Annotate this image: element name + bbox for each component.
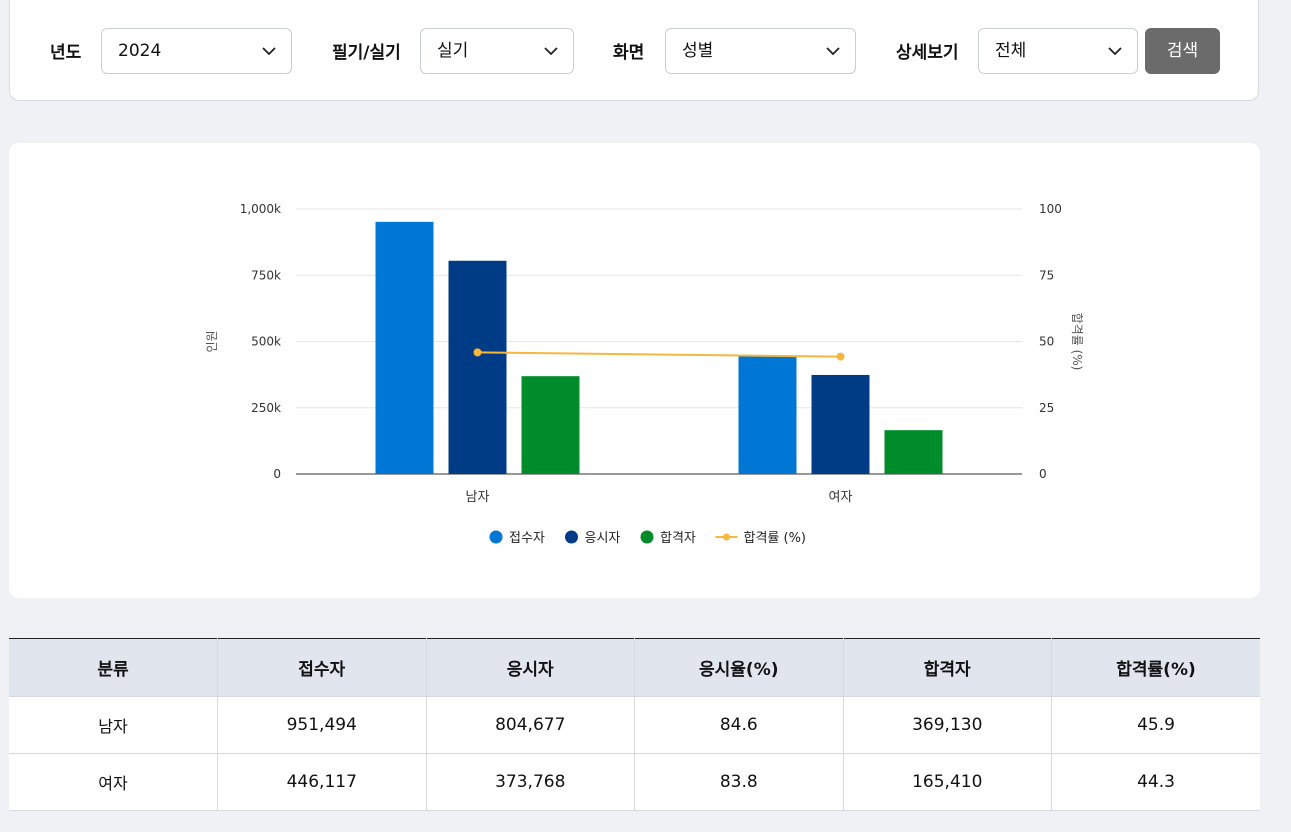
y2-tick-label: 75	[1039, 268, 1054, 282]
detail-select-value: 전체	[995, 41, 1027, 61]
y2-tick-label: 0	[1039, 467, 1047, 481]
y-tick-label: 750k	[251, 268, 281, 282]
y-tick-label: 1,000k	[240, 202, 281, 216]
bar-1-2	[738, 355, 797, 474]
exam-type-select[interactable]: 실기	[420, 28, 574, 74]
cell-category: 남자	[9, 696, 218, 754]
cell-passers: 369,130	[843, 696, 1052, 754]
legend-label: 접수자	[509, 531, 545, 546]
x-tick-label: 여자	[829, 490, 853, 505]
y-tick-label: 500k	[251, 335, 281, 349]
legend-label: 합격자	[660, 531, 696, 546]
cell-take-rate: 83.8	[634, 753, 844, 811]
detail-select[interactable]: 전체	[978, 28, 1138, 74]
stats-table-wrap: 분류 접수자 응시자 응시율(%) 합격자 합격률(%) 남자 951,494 …	[9, 638, 1260, 811]
y2-axis-title: 합격률 (%)	[1070, 313, 1084, 371]
exam-type-select-value: 실기	[437, 41, 469, 61]
cell-takers: 804,677	[426, 696, 635, 754]
pass-rate-point-1	[473, 348, 482, 357]
pass-rate-line	[477, 351, 841, 358]
stats-table: 분류 접수자 응시자 응시율(%) 합격자 합격률(%) 남자 951,494 …	[9, 638, 1260, 811]
pass-rate-point-2	[836, 352, 845, 361]
cell-applicants: 951,494	[217, 696, 427, 754]
exam-type-label: 필기/실기	[332, 43, 401, 63]
chevron-down-icon	[262, 47, 276, 56]
header-pass-rate: 합격률(%)	[1051, 638, 1260, 697]
cell-take-rate: 84.6	[634, 696, 844, 754]
y2-tick-label: 50	[1039, 335, 1054, 349]
chevron-down-icon	[544, 47, 558, 56]
year-label: 년도	[50, 43, 82, 63]
cell-category: 여자	[9, 753, 218, 811]
y-tick-label: 0	[273, 467, 281, 481]
table-row: 여자 446,117 373,768 83.8 165,410 44.3	[9, 753, 1260, 811]
y2-tick-label: 100	[1039, 202, 1062, 216]
cell-pass-rate: 45.9	[1051, 696, 1260, 754]
cell-applicants: 446,117	[217, 753, 427, 811]
table-row: 남자 951,494 804,677 84.6 369,130 45.9	[9, 696, 1260, 754]
header-takers: 응시자	[426, 638, 635, 697]
bar-1-1	[375, 221, 434, 474]
y-tick-label: 250k	[251, 401, 281, 415]
legend-marker-1	[489, 530, 503, 544]
search-button[interactable]: 검색	[1145, 28, 1220, 74]
cell-takers: 373,768	[426, 753, 635, 811]
cell-pass-rate: 44.3	[1051, 753, 1260, 811]
header-take-rate: 응시율(%)	[634, 638, 844, 697]
chevron-down-icon	[1108, 47, 1122, 56]
bar-3-1	[521, 376, 580, 474]
bar-2-1	[448, 260, 507, 474]
bar-3-2	[884, 430, 943, 474]
header-applicants: 접수자	[217, 638, 427, 697]
cell-passers: 165,410	[843, 753, 1052, 811]
year-select[interactable]: 2024	[101, 28, 292, 74]
y-axis-title: 인원	[205, 330, 219, 352]
legend-marker-2	[565, 530, 578, 544]
y2-tick-label: 25	[1039, 401, 1054, 415]
bar-2-2	[811, 374, 870, 474]
chart-panel: 0 250k 500k 750k 1,000k 0 25 50 75 100 인원 합격률 (%) 남자…	[9, 143, 1260, 598]
x-tick-label: 남자	[466, 490, 490, 505]
legend-marker-4	[723, 533, 730, 541]
chevron-down-icon	[826, 47, 840, 56]
detail-label: 상세보기	[896, 43, 959, 63]
legend-marker-3	[640, 530, 654, 544]
header-passers: 합격자	[843, 638, 1052, 697]
year-select-value: 2024	[118, 41, 162, 61]
view-select-value: 성별	[682, 41, 714, 61]
view-label: 화면	[613, 43, 645, 63]
header-category: 분류	[9, 638, 218, 697]
legend-label: 응시자	[585, 531, 621, 546]
table-header-row: 분류 접수자 응시자 응시율(%) 합격자 합격률(%)	[9, 638, 1260, 697]
legend-label: 합격률 (%)	[744, 531, 807, 546]
view-select[interactable]: 성별	[665, 28, 856, 74]
